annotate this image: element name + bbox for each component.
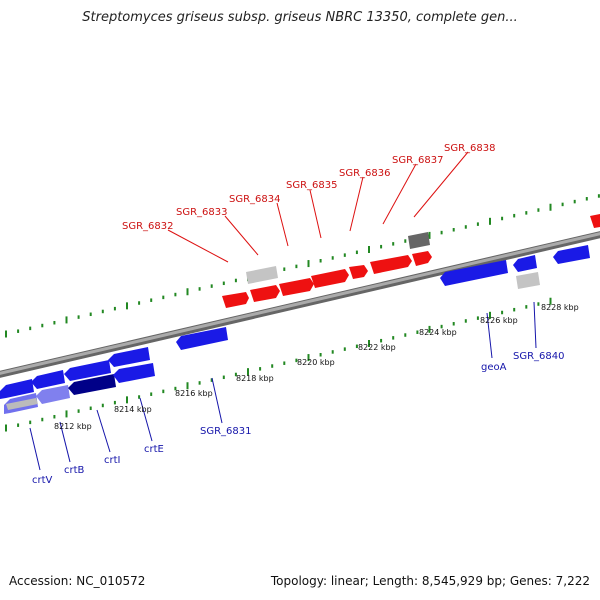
kbp-label: 8222 kbp: [358, 343, 396, 352]
gene-sgr-6832[interactable]: [222, 292, 249, 308]
label-crtE[interactable]: crtE: [144, 444, 164, 455]
tick-tracks: [5, 194, 600, 432]
forward-genes: [222, 214, 600, 308]
label-geoA[interactable]: geoA: [481, 362, 507, 373]
gene-crtE[interactable]: [113, 363, 155, 383]
gene-offscreen[interactable]: [590, 214, 600, 228]
label-sgr-6837[interactable]: SGR_6837: [392, 155, 444, 166]
gene-grey-3[interactable]: [516, 272, 540, 289]
label-sgr-6840[interactable]: SGR_6840: [513, 351, 565, 362]
map-title: Streptomyces griseus subsp. griseus NBRC…: [82, 10, 518, 25]
accession-text: Accession: NC_010572: [9, 574, 146, 588]
label-sgr-6835[interactable]: SGR_6835: [286, 180, 338, 191]
gene-crt-b[interactable]: [31, 370, 65, 389]
gene-crt-c[interactable]: [64, 360, 111, 381]
label-sgr-6836[interactable]: SGR_6836: [339, 168, 391, 179]
gene-sgr-6836[interactable]: [349, 265, 368, 279]
label-crtV[interactable]: crtV: [32, 475, 53, 486]
label-crtI[interactable]: crtI: [104, 455, 120, 466]
kbp-label: 8220 kbp: [297, 358, 335, 367]
label-sgr-6832[interactable]: SGR_6832: [122, 221, 174, 232]
label-crtB[interactable]: crtB: [64, 465, 85, 476]
kbp-label: 8212 kbp: [54, 422, 92, 431]
gene-grey-1[interactable]: [246, 266, 278, 284]
label-sgr-6833[interactable]: SGR_6833: [176, 207, 228, 218]
gene-crt-d[interactable]: [108, 347, 150, 367]
gene-crtI[interactable]: [68, 374, 116, 395]
gene-blue-small[interactable]: [513, 255, 537, 272]
gene-sgr-6840[interactable]: [553, 245, 590, 264]
kbp-label: 8226 kbp: [480, 316, 518, 325]
gene-crtB[interactable]: [36, 385, 70, 404]
gene-crtV-overlay[interactable]: [6, 398, 38, 410]
top-gene-labels: SGR_6832 SGR_6833 SGR_6834 SGR_6835 SGR_…: [122, 143, 496, 263]
label-sgr-6834[interactable]: SGR_6834: [229, 194, 281, 205]
gene-grey-2[interactable]: [408, 232, 430, 249]
gene-sgr-6831[interactable]: [176, 327, 228, 350]
chromosome-axis-highlight: [0, 232, 600, 375]
kbp-label: 8224 kbp: [419, 328, 457, 337]
kbp-label: 8228 kbp: [541, 303, 579, 312]
kbp-label: 8218 kbp: [236, 374, 274, 383]
label-sgr-6831[interactable]: SGR_6831: [200, 426, 252, 437]
gene-sgr-6834[interactable]: [279, 278, 314, 296]
gene-sgr-6838[interactable]: [412, 251, 432, 266]
topology-text: Topology: linear; Length: 8,545,929 bp; …: [270, 574, 590, 588]
reverse-genes: [0, 245, 590, 414]
label-sgr-6838[interactable]: SGR_6838: [444, 143, 496, 154]
pseudo-genes: [246, 232, 540, 289]
gene-geoA[interactable]: [440, 260, 508, 286]
gene-sgr-6837[interactable]: [370, 255, 412, 274]
gene-sgr-6835[interactable]: [311, 269, 349, 288]
kbp-label: 8216 kbp: [175, 389, 213, 398]
kbp-label: 8214 kbp: [114, 405, 152, 414]
bottom-gene-labels: crtV crtB crtI crtE SGR_6831 geoA SGR_68…: [29, 301, 565, 486]
kbp-scale-labels: 8212 kbp 8214 kbp 8216 kbp 8218 kbp 8220…: [54, 303, 579, 431]
gene-crt-a[interactable]: [0, 379, 34, 399]
gene-sgr-6833[interactable]: [250, 285, 280, 302]
